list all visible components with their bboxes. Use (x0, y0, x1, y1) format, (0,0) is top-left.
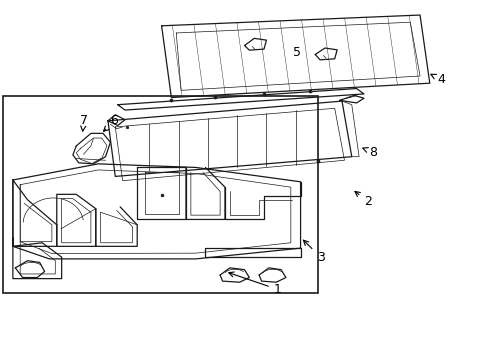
Text: 2: 2 (354, 192, 371, 208)
Text: 6: 6 (103, 114, 118, 131)
Text: 4: 4 (430, 73, 444, 86)
Text: 5: 5 (293, 46, 301, 59)
Text: 3: 3 (303, 240, 324, 264)
Text: 8: 8 (362, 145, 376, 158)
Text: 7: 7 (80, 114, 87, 131)
Bar (3, 96, 317, 293)
Text: 1: 1 (228, 272, 281, 296)
